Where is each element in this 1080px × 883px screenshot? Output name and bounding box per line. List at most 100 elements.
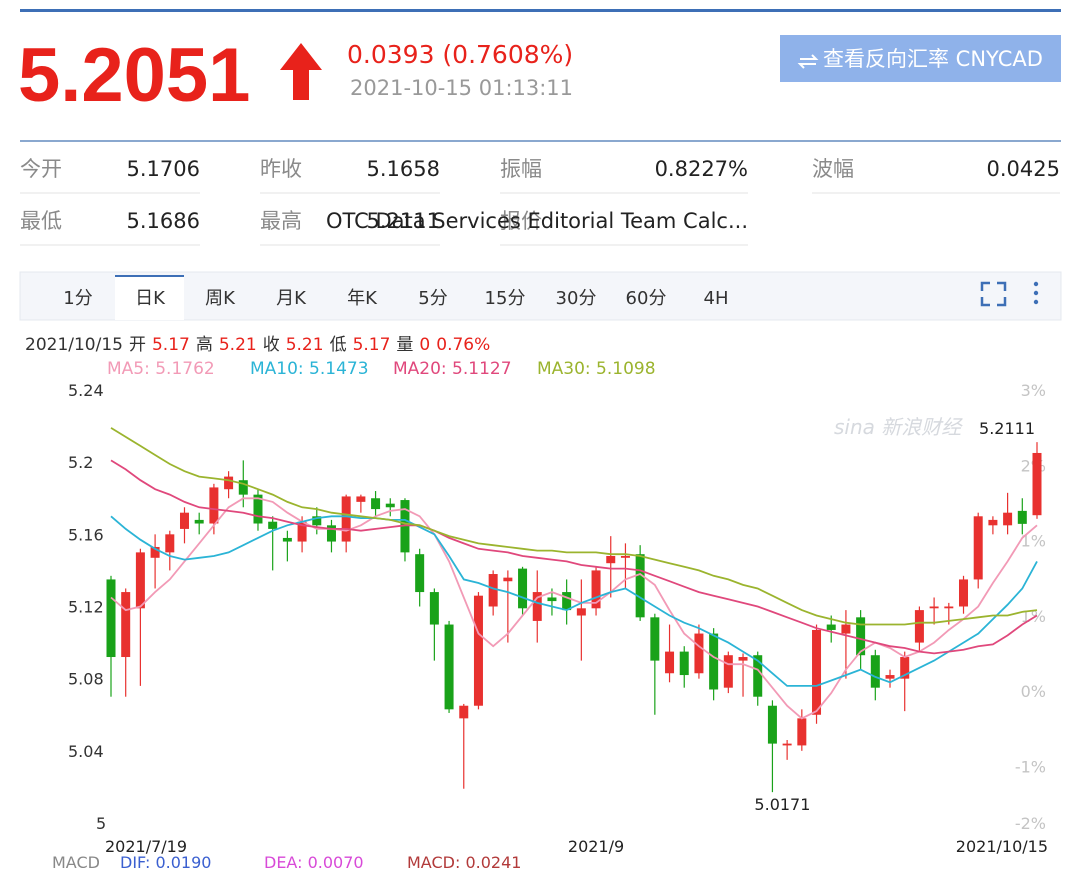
top-rule bbox=[20, 9, 1061, 12]
candle-body bbox=[179, 512, 189, 529]
tab[interactable]: 1分 bbox=[63, 288, 92, 309]
y-tick-label: 5 bbox=[96, 814, 106, 833]
candle-body bbox=[282, 537, 292, 542]
candle-body bbox=[473, 595, 483, 706]
macd-item: DEA: 0.0070 bbox=[264, 853, 364, 872]
candle-body bbox=[238, 480, 248, 495]
info-value: 5.21 bbox=[219, 335, 257, 355]
stat-value: 0.0425 bbox=[987, 157, 1060, 181]
info-label: 收 bbox=[263, 335, 280, 355]
stat-value: 0.8227% bbox=[655, 157, 748, 181]
stat-value: 5.1706 bbox=[127, 157, 200, 181]
candle-body bbox=[576, 608, 586, 616]
info-label: 高 bbox=[196, 335, 213, 355]
candle-body bbox=[1003, 512, 1013, 526]
macd-title: MACD bbox=[52, 853, 100, 872]
candle-body bbox=[988, 519, 998, 526]
candle-body bbox=[356, 496, 366, 502]
tab[interactable]: 4H bbox=[704, 288, 729, 309]
y2-tick-label: 1% bbox=[1021, 532, 1046, 551]
candle-body bbox=[738, 657, 748, 661]
candle-body bbox=[650, 617, 660, 661]
button-label[interactable]: 查看反向汇率 CNYCAD bbox=[823, 47, 1043, 71]
active-tab-top bbox=[115, 275, 184, 277]
candle-body bbox=[635, 554, 645, 618]
stat-value: 5.2111 bbox=[367, 209, 440, 233]
y-tick-label: 5.04 bbox=[68, 742, 104, 761]
info-pct: 0.76% bbox=[436, 335, 490, 355]
candle-body bbox=[812, 629, 822, 715]
watermark: sina 新浪财经 bbox=[834, 415, 963, 439]
candle-body bbox=[297, 521, 307, 542]
y2-tick-label: -1% bbox=[1015, 758, 1046, 777]
stat-label: 波幅 bbox=[812, 157, 854, 181]
tab[interactable]: 月K bbox=[276, 288, 307, 309]
change: 0.0393 (0.7608%) bbox=[347, 40, 573, 69]
info-label: 开 bbox=[129, 335, 146, 355]
macd-legend: MACD DIF: 0.0190 DEA: 0.0070 MACD: 0.0241 bbox=[52, 853, 521, 872]
price: 5.2051 bbox=[18, 33, 250, 118]
swap-icon bbox=[797, 54, 819, 69]
candle-body bbox=[694, 633, 704, 674]
candle-body bbox=[753, 655, 763, 697]
candle-body bbox=[400, 500, 410, 553]
y-tick-label: 5.2 bbox=[68, 453, 93, 472]
y2-tick-label: 0% bbox=[1021, 682, 1046, 701]
candle-body bbox=[591, 570, 601, 609]
candle-body bbox=[679, 651, 689, 676]
legend-entry: MA20: 5.1127 bbox=[393, 359, 512, 379]
y-tick-label: 5.08 bbox=[68, 670, 104, 689]
y-tick-label: 5.24 bbox=[68, 381, 104, 400]
candle-body bbox=[488, 574, 498, 607]
candle-body bbox=[371, 498, 381, 510]
macd-item: DIF: 0.0190 bbox=[120, 853, 211, 872]
stat-label: 今开 bbox=[20, 157, 62, 181]
tab[interactable]: 30分 bbox=[556, 288, 597, 309]
x-tick-label: 2021/9 bbox=[568, 837, 624, 856]
tab[interactable]: 日K bbox=[135, 288, 166, 309]
candle-body bbox=[194, 519, 204, 524]
candle-body bbox=[429, 592, 439, 625]
candle-body bbox=[723, 655, 733, 688]
high-annotation: 5.2111 bbox=[979, 419, 1035, 438]
tab[interactable]: 15分 bbox=[485, 288, 526, 309]
reverse-button[interactable] bbox=[780, 35, 1061, 82]
candle-body bbox=[885, 675, 895, 679]
y2-tick-label: 3% bbox=[1021, 381, 1046, 400]
candle-body bbox=[165, 534, 175, 553]
up-arrow bbox=[280, 43, 322, 100]
candle-body bbox=[532, 592, 542, 621]
candle-body bbox=[1032, 452, 1042, 516]
tab[interactable]: 60分 bbox=[626, 288, 667, 309]
candle-body bbox=[121, 592, 131, 658]
stat-value: 5.1658 bbox=[367, 157, 440, 181]
tab[interactable]: 年K bbox=[347, 288, 378, 309]
tab[interactable]: 周K bbox=[205, 288, 236, 309]
candle-body bbox=[253, 494, 263, 524]
macd-item: MACD: 0.0241 bbox=[407, 853, 521, 872]
moving-average-line bbox=[110, 427, 1038, 626]
fullscreen-icon[interactable] bbox=[980, 281, 1007, 307]
candle-body bbox=[268, 521, 278, 529]
tab[interactable]: 5分 bbox=[418, 288, 447, 309]
candle-body bbox=[312, 516, 322, 526]
candle-body bbox=[856, 617, 866, 656]
candle-body bbox=[973, 516, 983, 580]
x-tick-label: 2021/7/19 bbox=[105, 837, 187, 856]
candle-body bbox=[1017, 510, 1027, 524]
info-date: 2021/10/15 bbox=[25, 335, 123, 355]
stats-rule bbox=[20, 140, 1061, 142]
low-annotation: 5.0171 bbox=[754, 795, 810, 814]
stat-label: 最低 bbox=[20, 209, 62, 233]
moving-average-line bbox=[110, 515, 1038, 687]
more-icon[interactable] bbox=[1033, 281, 1039, 305]
info-value: 5.17 bbox=[353, 335, 391, 355]
info-value: 5.17 bbox=[152, 335, 190, 355]
stat-label: 昨收 bbox=[260, 157, 302, 181]
candle-info: 2021/10/15 开 5.17 高 5.21 收 5.21 低 5.17 量 0 0.76% bbox=[25, 335, 490, 355]
candle-body bbox=[797, 718, 807, 746]
y2-tick-label: -2% bbox=[1015, 814, 1046, 833]
candle-body bbox=[826, 624, 836, 630]
candle-body bbox=[385, 503, 395, 508]
